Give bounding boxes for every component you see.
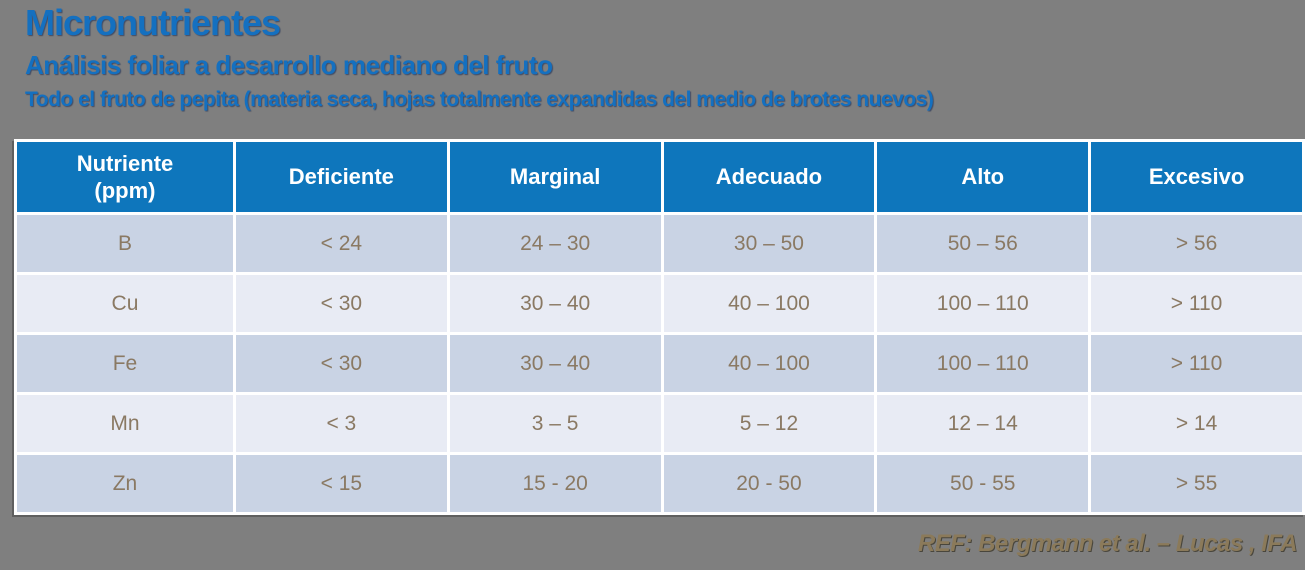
range-cell: 30 – 50	[660, 212, 878, 275]
column-header-marginal: Marginal	[446, 139, 664, 215]
range-cell: > 56	[1088, 212, 1305, 275]
range-cell: < 24	[232, 212, 450, 275]
table-row-zn: Zn < 15 15 - 20 20 - 50 50 - 55 > 55	[14, 452, 1305, 515]
nutrient-cell: Mn	[14, 392, 236, 455]
title-block: Micronutrientes Análisis foliar a desarr…	[25, 2, 934, 112]
range-cell: > 14	[1088, 392, 1305, 455]
nutrient-cell: Zn	[14, 452, 236, 515]
range-cell: > 55	[1088, 452, 1305, 515]
range-cell: < 30	[232, 332, 450, 395]
range-cell: 30 – 40	[446, 272, 664, 335]
page-subtitle: Análisis foliar a desarrollo mediano del…	[25, 50, 553, 80]
range-cell: 50 - 55	[874, 452, 1092, 515]
range-cell: 40 – 100	[660, 332, 878, 395]
column-header-label: Marginal	[509, 164, 601, 190]
table-row-fe: Fe < 30 30 – 40 40 – 100 100 – 110 > 110	[14, 332, 1305, 395]
range-cell: 100 – 110	[874, 272, 1092, 335]
page-title: Micronutrientes	[25, 2, 281, 43]
nutrient-cell: Cu	[14, 272, 236, 335]
column-header-excesivo: Excesivo	[1088, 139, 1305, 215]
page-subtitle-note: Todo el fruto de pepita (materia seca, h…	[25, 88, 934, 111]
column-header-alto: Alto	[874, 139, 1092, 215]
range-cell: 20 - 50	[660, 452, 878, 515]
nutrient-cell: Fe	[14, 332, 236, 395]
range-cell: 50 – 56	[874, 212, 1092, 275]
table-row-b: B < 24 24 – 30 30 – 50 50 – 56 > 56	[14, 212, 1305, 275]
column-header-adecuado: Adecuado	[660, 139, 878, 215]
range-cell: 12 – 14	[874, 392, 1092, 455]
micronutrient-table: Nutriente (ppm) Deficiente Marginal Adecuad…	[14, 139, 1305, 515]
column-header-label: Adecuado	[715, 164, 823, 190]
column-header-label: Excesivo	[1148, 164, 1245, 190]
range-cell: < 15	[232, 452, 450, 515]
column-header-deficiente: Deficiente	[232, 139, 450, 215]
reference-note: REF: Bergmann et al. – Lucas , IFA	[917, 530, 1298, 557]
range-cell: 30 – 40	[446, 332, 664, 395]
column-header-label: Nutriente (ppm)	[76, 150, 174, 204]
column-header-nutriente-ppm: Nutriente (ppm)	[14, 139, 236, 215]
range-cell: 15 - 20	[446, 452, 664, 515]
nutrient-cell: B	[14, 212, 236, 275]
table-header-row: Nutriente (ppm) Deficiente Marginal Adecuad…	[14, 139, 1305, 215]
column-header-label: Deficiente	[288, 164, 394, 190]
table-row-cu: Cu < 30 30 – 40 40 – 100 100 – 110 > 110	[14, 272, 1305, 335]
range-cell: < 3	[232, 392, 450, 455]
range-cell: 40 – 100	[660, 272, 878, 335]
range-cell: > 110	[1088, 332, 1305, 395]
range-cell: 24 – 30	[446, 212, 664, 275]
range-cell: < 30	[232, 272, 450, 335]
range-cell: 100 – 110	[874, 332, 1092, 395]
column-header-label: Alto	[961, 164, 1005, 190]
range-cell: 5 – 12	[660, 392, 878, 455]
range-cell: > 110	[1088, 272, 1305, 335]
range-cell: 3 – 5	[446, 392, 664, 455]
